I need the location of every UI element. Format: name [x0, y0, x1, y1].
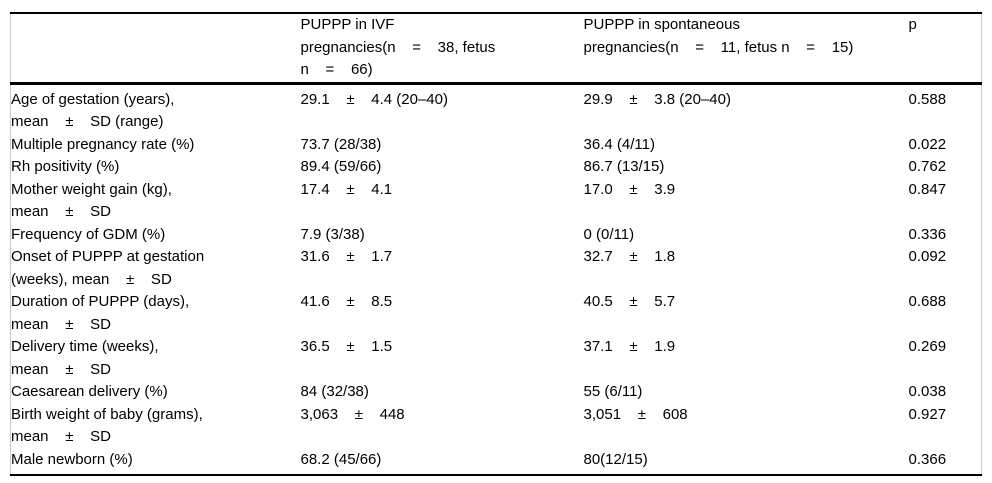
table-row: Rh positivity (%) 89.4 (59/66) 86.7 (13/…: [11, 156, 982, 179]
row-label-cell: Age of gestation (years), mean ± SD (ran…: [11, 90, 175, 131]
ivf-value-cell: 84 (32/38): [300, 383, 369, 400]
row-label-cell: Frequency of GDM (%): [11, 225, 166, 243]
ivf-value-cell: 73.7 (28/38): [300, 135, 382, 153]
ivf-value-cell: 36.5 ± 1.5: [300, 338, 393, 355]
header-row: PUPPP in IVF pregnancies(n = 38, fetus n…: [10, 12, 982, 85]
p-value-cell: 0.366: [908, 448, 982, 476]
table-row: Delivery time (weeks), mean ± SD 36.5 ± …: [11, 336, 982, 381]
ivf-value-cell: 89.4 (59/66): [300, 158, 382, 175]
p-value-cell: 0.038: [908, 383, 947, 400]
spontaneous-value-cell: 17.0 ± 3.9: [583, 180, 676, 198]
p-value-cell: 0.762: [908, 158, 947, 175]
column-header-spontaneous: PUPPP in spontaneous pregnancies(n = 11,…: [583, 12, 909, 85]
spontaneous-value-cell: 29.9 ± 3.8 (20–40): [583, 90, 732, 108]
table-row: Age of gestation (years), mean ± SD (ran…: [11, 83, 982, 134]
row-label-cell: Male newborn (%): [10, 448, 301, 476]
p-value-cell: 0.588: [908, 90, 947, 108]
spontaneous-value-cell: 0 (0/11): [583, 225, 635, 243]
spontaneous-value-cell: 3,051 ± 608: [583, 405, 688, 423]
p-value-cell: 0.269: [908, 338, 947, 355]
spontaneous-value-cell: 37.1 ± 1.9: [583, 338, 676, 355]
ivf-value-cell: 3,063 ± 448: [300, 405, 405, 423]
p-value-cell: 0.092: [908, 248, 947, 265]
row-label-cell: Mother weight gain (kg), mean ± SD: [11, 180, 172, 221]
column-header-ivf: PUPPP in IVF pregnancies(n = 38, fetus n…: [300, 12, 584, 85]
ivf-value-cell: 31.6 ± 1.7: [300, 248, 393, 265]
ivf-value-cell: 68.2 (45/66): [300, 448, 584, 476]
row-label-cell: Multiple pregnancy rate (%): [11, 135, 195, 153]
table-row: Caesarean delivery (%) 84 (32/38) 55 (6/…: [11, 381, 982, 404]
p-value-cell: 0.927: [908, 405, 947, 423]
p-value-cell: 0.847: [908, 180, 947, 198]
table-row: Male newborn (%) 68.2 (45/66) 80(12/15) …: [10, 448, 982, 476]
ivf-value-cell: 17.4 ± 4.1: [300, 180, 393, 198]
row-label-cell: Duration of PUPPP (days), mean ± SD: [11, 293, 190, 333]
row-label-cell: Delivery time (weeks), mean ± SD: [11, 338, 159, 378]
table-row: Birth weight of baby (grams), mean ± SD …: [11, 404, 982, 449]
table-row: Frequency of GDM (%) 7.9 (3/38) 0 (0/11)…: [11, 224, 982, 247]
row-label-cell: Rh positivity (%): [11, 158, 120, 175]
table-row: Multiple pregnancy rate (%) 73.7 (28/38)…: [11, 134, 982, 157]
spontaneous-value-cell: 36.4 (4/11): [583, 135, 655, 153]
ivf-value-cell: 7.9 (3/38): [300, 225, 365, 243]
ivf-value-cell: 29.1 ± 4.4 (20–40): [300, 90, 449, 108]
spontaneous-value-cell: 32.7 ± 1.8: [583, 248, 676, 265]
spontaneous-value-cell: 55 (6/11): [583, 383, 643, 400]
row-label-cell: Caesarean delivery (%): [11, 383, 168, 400]
ivf-value-cell: 41.6 ± 8.5: [300, 293, 393, 310]
p-value-cell: 0.022: [908, 135, 947, 153]
p-value-cell: 0.336: [908, 225, 947, 243]
column-header-p: p: [908, 12, 982, 85]
spontaneous-value-cell: 86.7 (13/15): [583, 158, 665, 175]
spontaneous-value-cell: 40.5 ± 5.7: [583, 293, 676, 310]
column-header-empty: [10, 12, 301, 85]
spontaneous-value-cell: 80(12/15): [583, 448, 909, 476]
table-row: Mother weight gain (kg), mean ± SD 17.4 …: [11, 179, 982, 224]
puppp-comparison-table: PUPPP in IVF pregnancies(n = 38, fetus n…: [10, 12, 982, 476]
table-row: Onset of PUPPP at gestation (weeks), mea…: [11, 246, 982, 291]
p-value-cell: 0.688: [908, 293, 947, 310]
table-row: Duration of PUPPP (days), mean ± SD 41.6…: [11, 291, 982, 336]
row-label-cell: Birth weight of baby (grams), mean ± SD: [11, 405, 203, 446]
row-label-cell: Onset of PUPPP at gestation (weeks), mea…: [11, 248, 205, 288]
